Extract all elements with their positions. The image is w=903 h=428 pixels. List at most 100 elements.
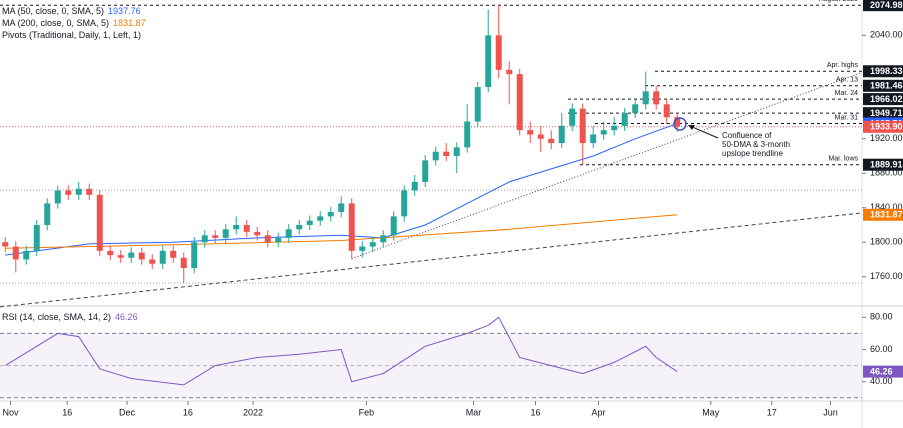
legend-text: MA (50, close, 0, SMA, 5) xyxy=(2,6,104,16)
price-label: 1831.87 xyxy=(870,210,903,220)
candle-body xyxy=(590,134,597,144)
candle-body xyxy=(117,255,124,258)
legend-text: MA (200, close, 0, SMA, 5) xyxy=(2,18,109,28)
legend-value: 46.26 xyxy=(115,312,138,322)
candle-body xyxy=(527,130,534,135)
candle-body xyxy=(44,203,51,225)
rsi-legend: RSI (14, close, SMA, 14, 2) 46.26 xyxy=(2,312,138,322)
y-tick-label: 40.00 xyxy=(870,376,893,386)
candle-body xyxy=(464,121,471,148)
candle-body xyxy=(12,246,19,260)
rsi-line xyxy=(4,316,678,386)
price-label-box xyxy=(863,120,903,133)
x-tick-label: 2022 xyxy=(243,407,263,417)
level-note: Apr. highs xyxy=(827,62,859,69)
candle-body xyxy=(548,138,555,144)
y-tick-label: 1920.00 xyxy=(870,133,903,143)
x-tick-label: 16 xyxy=(62,407,72,417)
candle-body xyxy=(233,224,240,230)
candle-body xyxy=(359,246,366,251)
legend-text: RSI (14, close, SMA, 14, 2) xyxy=(2,312,111,322)
y-tick-label: 1800.00 xyxy=(870,237,903,247)
candle-body xyxy=(23,250,30,260)
candle-body xyxy=(296,224,303,230)
candle-body xyxy=(275,237,282,243)
price-label-box xyxy=(863,0,903,12)
x-tick-label: Mar xyxy=(466,407,482,417)
candle-body xyxy=(495,35,502,70)
candle-body xyxy=(474,87,481,122)
y-tick-label: 1880.00 xyxy=(870,168,903,178)
level-note: Mar. lows xyxy=(828,156,858,163)
price-label-box xyxy=(863,107,903,120)
candle-body xyxy=(317,216,324,221)
trendline xyxy=(0,212,863,308)
y-tick-label: 2040.00 xyxy=(870,30,903,40)
x-tick-label: Jun xyxy=(823,407,838,417)
annotation: Confluence of xyxy=(722,131,772,140)
arrow-head xyxy=(688,125,695,130)
candle-body xyxy=(506,69,513,75)
y-tick-label: 80.00 xyxy=(870,312,893,322)
highlight-circle xyxy=(673,117,687,131)
price-label-box xyxy=(863,208,903,221)
price-label-box xyxy=(863,158,903,171)
price-label-box xyxy=(863,65,903,78)
legend-text: Pivots (Traditional, Daily, 1, Left, 1) xyxy=(2,30,141,40)
price-label: 1998.33 xyxy=(870,66,903,76)
candle-body xyxy=(569,108,576,126)
candle-body xyxy=(516,74,523,131)
candle-body xyxy=(159,250,166,264)
candle-body xyxy=(201,235,208,243)
candle-body xyxy=(128,252,135,258)
candle-body xyxy=(264,235,271,243)
candle-body xyxy=(96,194,103,251)
candle-body xyxy=(107,250,114,256)
level-note: Mar. 24 xyxy=(835,90,858,97)
candle-body xyxy=(327,212,334,217)
candle-body xyxy=(411,181,418,191)
candle-body xyxy=(348,203,355,251)
legend-entry: MA (200, close, 0, SMA, 5) 1831.87 xyxy=(2,18,146,28)
candle-body xyxy=(243,224,250,232)
candle-body xyxy=(632,104,639,113)
candle-body xyxy=(54,190,61,204)
candle-body xyxy=(306,220,313,225)
level-note: August 2020 xyxy=(819,0,858,3)
candle-body xyxy=(642,91,649,105)
candle-body xyxy=(432,151,439,161)
candle-body xyxy=(338,203,345,213)
price-label: 1889.91 xyxy=(870,160,903,170)
price-label: 1966.02 xyxy=(870,94,903,104)
candle-body xyxy=(180,257,187,269)
moving-average xyxy=(5,214,678,249)
x-tick-label: Dec xyxy=(119,407,136,417)
candle-body xyxy=(579,108,586,144)
candle-body xyxy=(558,125,565,144)
x-tick-label: Nov xyxy=(2,407,19,417)
x-tick-label: 16 xyxy=(530,407,540,417)
price-label: 1949.71 xyxy=(870,108,903,118)
y-tick-label: 1840.00 xyxy=(870,202,903,212)
x-tick-label: May xyxy=(702,407,720,417)
candle-body xyxy=(653,91,660,105)
candle-body xyxy=(149,259,156,264)
legend-value: 1831.87 xyxy=(113,18,146,28)
y-tick-label: 1760.00 xyxy=(870,271,903,281)
trendline xyxy=(351,71,863,260)
candle-body xyxy=(86,188,93,195)
candle-body xyxy=(65,190,72,195)
candle-body xyxy=(222,229,229,238)
legend-entry: Pivots (Traditional, Daily, 1, Left, 1) xyxy=(2,30,141,40)
rsi-label-box xyxy=(863,365,903,378)
price-label-box xyxy=(863,79,903,92)
candle-body xyxy=(2,242,9,247)
price-label-box xyxy=(863,93,903,106)
rsi-label: 46.26 xyxy=(870,366,893,376)
price-label: 2074.98 xyxy=(870,0,903,10)
candle-body xyxy=(75,188,82,195)
candle-body xyxy=(138,252,145,260)
annotation: 50-DMA & 3-month xyxy=(722,140,790,149)
candle-body xyxy=(170,250,177,258)
